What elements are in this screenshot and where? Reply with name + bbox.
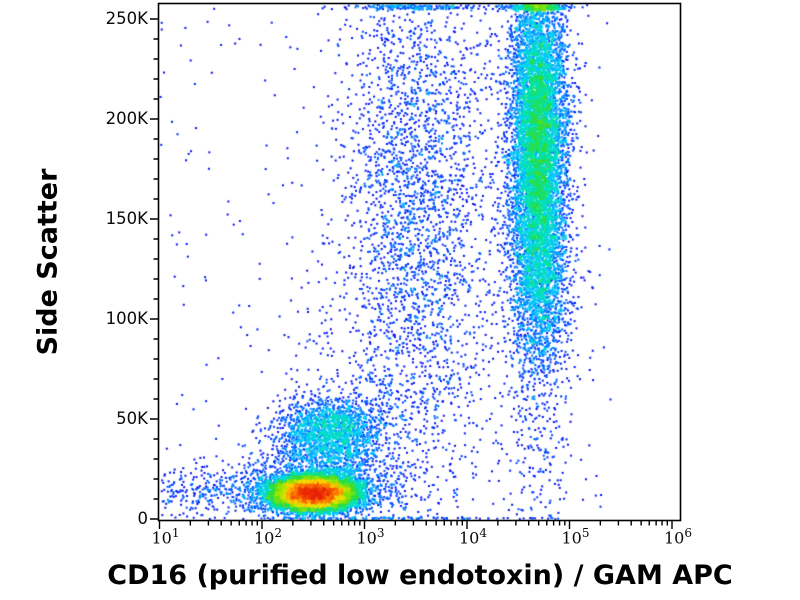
y-tick-label: 0 [137, 509, 149, 528]
x-tick-label: 102 [254, 526, 282, 548]
y-tick-label: 100K [105, 309, 148, 328]
x-tick-label: 105 [561, 526, 590, 548]
axis-ticks [150, 18, 673, 529]
x-tick-label: 101 [151, 526, 180, 548]
plot-frame [157, 2, 682, 522]
x-tick-label: 106 [664, 526, 692, 548]
y-axis-title: Side Scatter [32, 168, 64, 356]
x-tick-label: 104 [459, 526, 487, 548]
x-tick-label: 103 [356, 526, 385, 548]
y-tick-label: 250K [105, 9, 148, 28]
x-axis-title: CD16 (purified low endotoxin) / GAM APC [107, 560, 733, 591]
y-tick-label: 50K [116, 409, 148, 428]
scatter-density-canvas [158, 3, 681, 521]
y-tick-label: 200K [105, 109, 148, 128]
y-tick-label: 150K [105, 209, 148, 228]
